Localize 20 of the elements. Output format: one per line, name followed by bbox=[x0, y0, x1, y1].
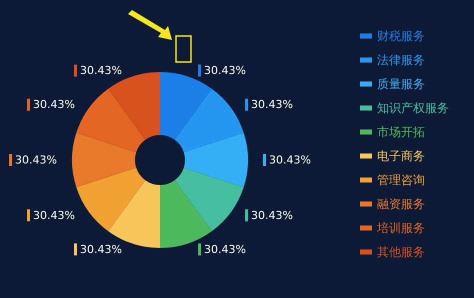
legend-label: 知识产权服务 bbox=[377, 101, 449, 115]
legend-label: 融资服务 bbox=[377, 197, 425, 211]
data-label: 30.43% bbox=[269, 154, 311, 166]
legend-label: 财税服务 bbox=[377, 29, 425, 43]
data-label: 30.43% bbox=[15, 154, 57, 166]
data-label: 30.43% bbox=[80, 242, 122, 256]
data-label: 30.43% bbox=[33, 98, 75, 112]
legend-label: 质量服务 bbox=[377, 77, 425, 91]
data-label: 30.43% bbox=[204, 242, 246, 256]
legend-label: 管理咨询 bbox=[377, 173, 425, 187]
legend-label: 培训服务 bbox=[376, 221, 425, 235]
legend-label: 电子商务 bbox=[377, 149, 425, 163]
data-label: 30.43% bbox=[33, 208, 75, 222]
legend-label: 法律服务 bbox=[377, 53, 425, 67]
legend-label: 市场开拓 bbox=[377, 125, 425, 139]
data-label: 30.43% bbox=[204, 64, 246, 78]
data-label: 30.43% bbox=[251, 98, 293, 112]
data-label: 30.43% bbox=[251, 208, 293, 222]
legend-label: 其他服务 bbox=[377, 245, 425, 259]
data-label: 30.43% bbox=[80, 64, 122, 78]
